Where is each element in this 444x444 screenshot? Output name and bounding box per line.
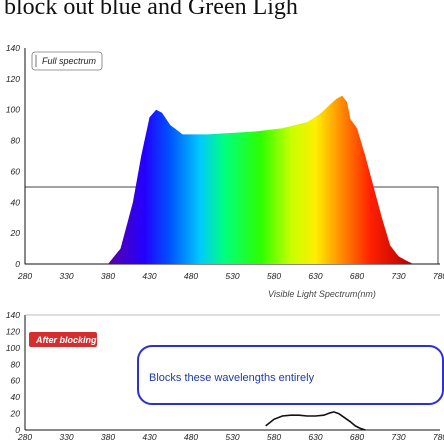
x-tick-label: 680 [350, 432, 364, 442]
x-tick-label: 780 [433, 271, 444, 281]
y-tick-label: 0 [15, 425, 20, 435]
x-tick-label: 330 [59, 432, 73, 442]
y-tick-label: 80 [11, 136, 21, 146]
x-tick-labels: 280 330 380 430 480 530 580 630 680 730 780 [17, 432, 444, 442]
x-tick-label: 330 [59, 271, 73, 281]
y-tick-label: 20 [10, 409, 21, 419]
chart-after-blocking: 0 20 40 60 80 100 120 140 280 330 380 430 480 530 580… [6, 310, 444, 442]
page-headline: block out blue and Green Ligh [4, 0, 298, 20]
badge-box [29, 332, 97, 347]
x-tick-label: 280 [17, 432, 32, 442]
y-tick-label: 60 [11, 376, 21, 386]
y-tick-label: 120 [6, 326, 20, 336]
x-tick-labels: 280 330 380 430 480 530 580 630 680 730 780 [17, 271, 444, 281]
y-tick-label: 140 [6, 43, 20, 53]
x-tick-label: 380 [101, 432, 115, 442]
legend-label: Full spectrum [42, 56, 97, 66]
y-tick-label: 40 [11, 197, 21, 207]
chart-full-spectrum: 0 20 40 60 80 100 120 140 280 330 380 430 480 530 580… [6, 43, 444, 299]
x-tick-label: 430 [142, 271, 156, 281]
x-tick-label: 730 [391, 432, 405, 442]
y-tick-label: 120 [6, 74, 20, 84]
x-tick-label: 630 [308, 432, 322, 442]
x-tick-label: 580 [267, 432, 281, 442]
x-tick-label: 380 [101, 271, 115, 281]
x-tick-label: 580 [267, 271, 281, 281]
x-tick-label: 530 [225, 271, 239, 281]
y-tick-labels: 0 20 40 60 80 100 120 140 [6, 310, 20, 435]
legend: Full spectrum [31, 51, 103, 71]
x-tick-label: 430 [142, 432, 156, 442]
x-tick-label: 680 [350, 271, 364, 281]
x-tick-label: 730 [391, 271, 405, 281]
remaining-light-line [265, 411, 366, 431]
annotation-text: Blocks these wavelengths entirely [149, 372, 315, 384]
y-tick-label: 0 [15, 259, 20, 269]
y-tick-label: 60 [11, 166, 21, 176]
badge: After blocking [29, 332, 97, 347]
x-tick-label: 480 [184, 432, 198, 442]
x-tick-label: 780 [433, 432, 444, 442]
x-tick-label: 280 [17, 271, 32, 281]
y-tick-label: 100 [6, 343, 20, 353]
y-tick-label: 140 [6, 310, 20, 320]
y-tick-label: 20 [10, 228, 21, 238]
legend-box [31, 51, 103, 71]
y-tick-labels: 0 20 40 60 80 100 120 140 [6, 43, 20, 269]
annotation-box [137, 345, 444, 405]
badge-label: After blocking [35, 335, 97, 345]
y-tick-label: 80 [11, 359, 21, 369]
x-tick-label: 480 [184, 271, 198, 281]
y-tick-label: 100 [6, 105, 20, 115]
spectrum-area [108, 95, 414, 264]
x-tick-label: 630 [308, 271, 322, 281]
y-tick-label: 40 [11, 392, 21, 402]
x-tick-label: 530 [225, 432, 239, 442]
x-axis-title: Visible Light Spectrum(nm) [268, 289, 376, 299]
